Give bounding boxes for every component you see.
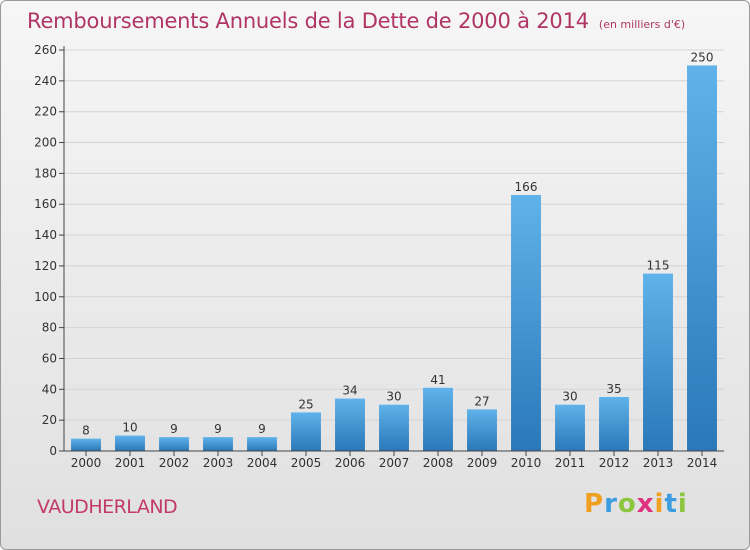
bar-2001 [115,435,145,451]
y-tick-label-40: 40 [42,382,57,396]
y-tick-label-240: 240 [34,74,57,88]
y-tick-label-220: 220 [34,105,57,119]
x-tick-label-2008: 2008 [423,456,454,470]
bar-2008 [423,387,453,451]
x-tick-label-2001: 2001 [115,456,146,470]
x-tick-label-2002: 2002 [159,456,190,470]
bar-2003 [203,437,233,451]
data-labels: 8 10 9 9 9 25 34 30 41 27 166 30 35 115 250 [82,50,713,437]
bar-2012 [599,397,629,451]
x-tick-label-2004: 2004 [247,456,278,470]
x-tick-label-2009: 2009 [467,456,498,470]
data-label-2000: 8 [82,424,90,438]
y-tick-label-180: 180 [34,166,57,180]
logo-letter: x [636,489,655,519]
bar-2014 [687,65,717,451]
logo-letter: t [664,489,678,519]
bar-2004 [247,437,277,451]
logo-letter: r [604,489,618,519]
y-tick-label-60: 60 [42,351,57,365]
data-label-2014: 250 [691,50,714,64]
x-tick-label-2011: 2011 [555,456,586,470]
data-label-2010: 166 [515,180,538,194]
data-label-2012: 35 [606,382,621,396]
x-tick-label-2005: 2005 [291,456,322,470]
x-tick-label-2003: 2003 [203,456,234,470]
x-tick-label-2007: 2007 [379,456,410,470]
data-label-2011: 30 [562,390,577,404]
bar-2011 [555,404,585,451]
commune-name: VAUDHERLAND [37,496,178,518]
bar-2013 [643,273,673,451]
bar-2006 [335,398,365,451]
x-tick-label-2006: 2006 [335,456,366,470]
logo-letter: P [584,489,605,519]
y-tick-label-260: 260 [34,43,57,57]
x-tick-label-2014: 2014 [687,456,718,470]
y-tick-label-140: 140 [34,228,57,242]
bars [71,65,717,451]
bar-2002 [159,437,189,451]
bar-2009 [467,409,497,451]
data-label-2003: 9 [214,422,222,436]
data-label-2001: 10 [122,421,137,435]
logo-letter: i [654,489,665,519]
data-label-2004: 9 [258,422,266,436]
x-tick-label-2010: 2010 [511,456,542,470]
x-tick-label-2013: 2013 [643,456,674,470]
bar-2007 [379,404,409,451]
proxiti-logo: Proxiti [584,489,688,519]
data-label-2008: 41 [430,373,445,387]
chart-unit: (en milliers d'€) [598,18,686,31]
y-tick-label-120: 120 [34,259,57,273]
bar-2005 [291,412,321,451]
y-tick-label-160: 160 [34,197,57,211]
axes: 0 20 40 60 80 100 120 140 160 180 200 220 240 260 2000… [34,43,724,470]
y-tick-label-200: 200 [34,136,57,150]
y-tick-label-100: 100 [34,290,57,304]
y-tick-label-20: 20 [42,413,57,427]
data-label-2013: 115 [647,259,670,273]
bar-2010 [511,194,541,451]
logo-letter: i [677,489,688,519]
x-tick-label-2000: 2000 [71,456,102,470]
grid-lines [64,49,724,421]
data-label-2002: 9 [170,422,178,436]
x-tick-label-2012: 2012 [599,456,630,470]
bar-2000 [71,438,101,451]
y-tick-label-0: 0 [49,444,57,458]
data-label-2007: 30 [386,390,401,404]
data-label-2006: 34 [342,384,357,398]
data-label-2005: 25 [298,397,313,411]
chart-title: Remboursements Annuels de la Dette de 20… [27,9,589,33]
logo-letter: o [617,489,637,519]
y-tick-label-80: 80 [42,321,57,335]
data-label-2009: 27 [474,394,489,408]
title-line: Remboursements Annuels de la Dette de 20… [27,9,685,33]
